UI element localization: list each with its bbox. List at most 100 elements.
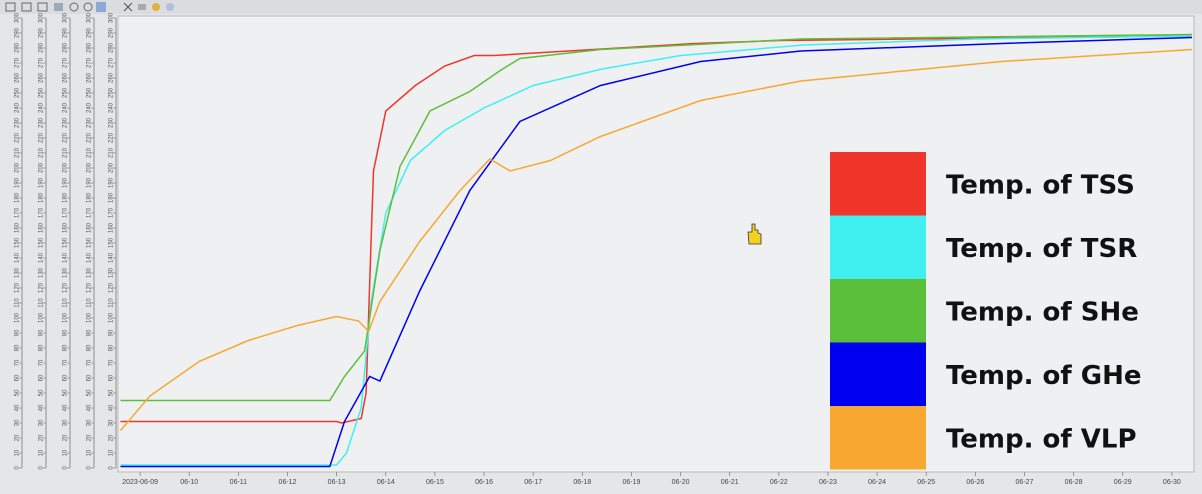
y-tick-label: 260 <box>63 72 69 83</box>
tool-icon[interactable] <box>138 4 146 10</box>
legend-label: Temp. of GHe <box>946 361 1142 391</box>
x-tick-label: 06-13 <box>328 479 346 486</box>
y-tick-label: 120 <box>15 282 21 293</box>
y-tick-label: 20 <box>15 434 21 441</box>
y-tick-label: 180 <box>39 192 45 203</box>
y-tick-label: 150 <box>15 237 21 248</box>
y-tick-label: 240 <box>109 102 115 113</box>
y-tick-label: 140 <box>39 252 45 263</box>
y-tick-label: 240 <box>63 102 69 113</box>
y-tick-label: 230 <box>87 117 93 128</box>
tool-icon[interactable] <box>166 3 174 11</box>
y-tick-label: 110 <box>39 298 45 308</box>
x-tick-label: 06-22 <box>770 479 788 486</box>
y-tick-label: 60 <box>109 374 115 381</box>
x-tick-label: 06-17 <box>524 479 542 486</box>
y-tick-label: 40 <box>63 404 69 411</box>
y-tick-label: 110 <box>87 298 93 308</box>
y-tick-label: 270 <box>109 57 115 68</box>
y-tick-label: 280 <box>63 42 69 53</box>
y-tick-label: 220 <box>87 132 93 143</box>
y-tick-label: 300 <box>15 12 21 23</box>
y-tick-label: 220 <box>63 132 69 143</box>
y-tick-label: 100 <box>87 312 93 323</box>
y-tick-label: 60 <box>39 374 45 381</box>
tool-icon[interactable] <box>96 2 106 12</box>
y-tick-label: 210 <box>15 147 21 158</box>
y-tick-label: 290 <box>87 27 93 38</box>
tool-icon[interactable] <box>152 3 160 11</box>
y-tick-label: 70 <box>63 359 69 366</box>
y-tick-label: 90 <box>63 329 69 336</box>
y-tick-label: 160 <box>87 222 93 233</box>
y-tick-label: 200 <box>109 162 115 173</box>
y-tick-label: 50 <box>87 389 93 396</box>
y-tick-label: 90 <box>109 329 115 336</box>
y-tick-label: 180 <box>63 192 69 203</box>
x-tick-label: 06-12 <box>279 479 297 486</box>
y-tick-label: 230 <box>63 117 69 128</box>
y-tick-label: 150 <box>63 237 69 248</box>
y-tick-label: 130 <box>39 267 45 278</box>
y-tick-label: 140 <box>109 252 115 263</box>
y-tick-label: 10 <box>87 449 93 456</box>
y-tick-label: 230 <box>109 117 115 128</box>
y-tick-label: 70 <box>87 359 93 366</box>
y-tick-label: 80 <box>15 344 21 351</box>
y-tick-label: 10 <box>39 449 45 456</box>
legend-label: Temp. of TSS <box>946 170 1135 200</box>
y-tick-label: 130 <box>87 267 93 278</box>
y-tick-label: 300 <box>39 12 45 23</box>
y-tick-label: 170 <box>109 207 115 218</box>
y-tick-label: 270 <box>39 57 45 68</box>
y-tick-label: 130 <box>63 267 69 278</box>
y-tick-label: 40 <box>109 404 115 411</box>
tool-icon[interactable] <box>54 3 63 11</box>
y-tick-label: 230 <box>39 117 45 128</box>
y-tick-label: 250 <box>15 87 21 98</box>
y-tick-label: 30 <box>15 419 21 426</box>
y-tick-label: 190 <box>39 177 45 188</box>
y-tick-label: 30 <box>39 419 45 426</box>
y-tick-label: 20 <box>109 434 115 441</box>
y-tick-label: 80 <box>63 344 69 351</box>
x-tick-label: 06-20 <box>672 479 690 486</box>
x-tick-label: 06-24 <box>868 479 886 486</box>
legend-swatch <box>830 152 926 216</box>
y-tick-label: 220 <box>39 132 45 143</box>
y-tick-label: 20 <box>87 434 93 441</box>
y-tick-label: 250 <box>39 87 45 98</box>
y-tick-label: 80 <box>87 344 93 351</box>
y-tick-label: 50 <box>63 389 69 396</box>
y-tick-label: 250 <box>109 87 115 98</box>
y-tick-label: 170 <box>63 207 69 218</box>
y-tick-label: 170 <box>87 207 93 218</box>
y-tick-label: 40 <box>39 404 45 411</box>
y-tick-label: 240 <box>15 102 21 113</box>
y-tick-label: 120 <box>39 282 45 293</box>
legend-swatch <box>830 406 926 470</box>
legend-label: Temp. of VLP <box>946 424 1137 454</box>
x-tick-label: 06-18 <box>573 479 591 486</box>
legend-label: Temp. of SHe <box>946 297 1139 327</box>
y-tick-label: 290 <box>15 27 21 38</box>
y-tick-label: 200 <box>15 162 21 173</box>
y-tick-label: 130 <box>109 267 115 278</box>
x-tick-label: 06-19 <box>622 479 640 486</box>
y-tick-label: 140 <box>87 252 93 263</box>
x-tick-label: 06-16 <box>475 479 493 486</box>
y-tick-label: 210 <box>39 147 45 158</box>
y-tick-label: 110 <box>15 298 21 308</box>
y-tick-label: 290 <box>109 27 115 38</box>
y-tick-label: 120 <box>87 282 93 293</box>
y-tick-label: 240 <box>87 102 93 113</box>
y-tick-label: 70 <box>109 359 115 366</box>
y-tick-label: 170 <box>15 207 21 218</box>
x-tick-label: 06-26 <box>966 479 984 486</box>
y-tick-label: 250 <box>63 87 69 98</box>
y-tick-label: 110 <box>109 298 115 308</box>
y-tick-label: 220 <box>109 132 115 143</box>
y-tick-label: 90 <box>15 329 21 336</box>
y-tick-label: 230 <box>15 117 21 128</box>
y-tick-label: 300 <box>109 12 115 23</box>
